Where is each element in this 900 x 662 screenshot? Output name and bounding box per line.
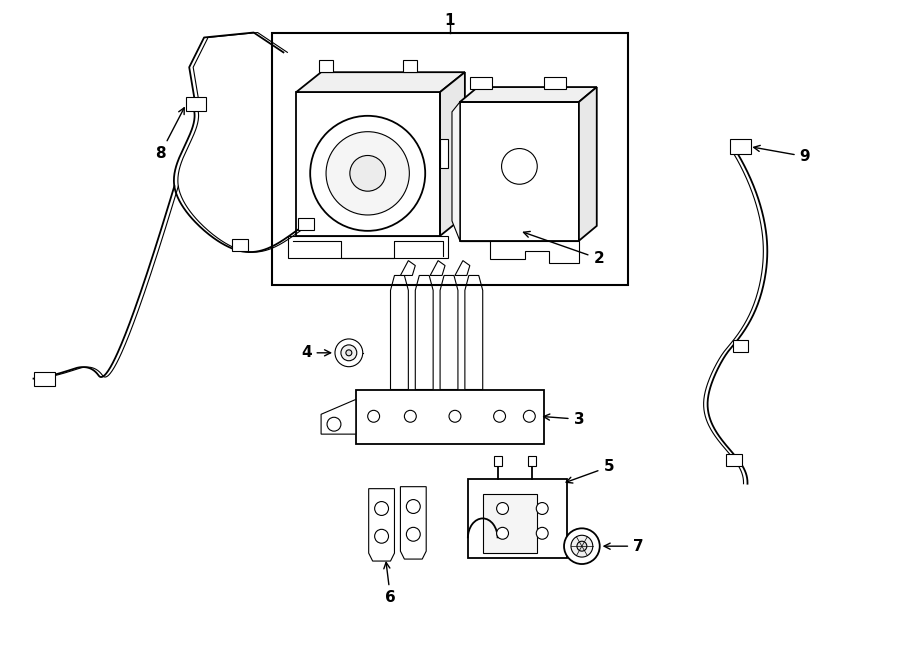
Circle shape bbox=[374, 502, 389, 516]
Polygon shape bbox=[440, 138, 448, 168]
Circle shape bbox=[536, 502, 548, 514]
Text: 7: 7 bbox=[604, 539, 644, 553]
Circle shape bbox=[310, 116, 425, 231]
Circle shape bbox=[407, 528, 420, 542]
Text: 1: 1 bbox=[445, 13, 455, 28]
Circle shape bbox=[497, 528, 508, 540]
Circle shape bbox=[493, 410, 506, 422]
Bar bbox=[320, 60, 333, 72]
Circle shape bbox=[449, 410, 461, 422]
Circle shape bbox=[404, 410, 417, 422]
Bar bbox=[470, 77, 491, 89]
Polygon shape bbox=[579, 87, 597, 241]
Polygon shape bbox=[440, 72, 465, 236]
Polygon shape bbox=[465, 275, 482, 389]
Bar bbox=[186, 97, 206, 111]
Text: 6: 6 bbox=[383, 563, 396, 605]
Circle shape bbox=[564, 528, 599, 564]
Polygon shape bbox=[391, 275, 409, 389]
Bar bbox=[298, 218, 314, 230]
Polygon shape bbox=[400, 261, 415, 275]
Polygon shape bbox=[460, 87, 597, 102]
Bar bbox=[356, 389, 544, 444]
Bar bbox=[733, 340, 749, 352]
Circle shape bbox=[335, 339, 363, 367]
Polygon shape bbox=[400, 487, 427, 559]
Bar bbox=[725, 454, 742, 466]
Bar bbox=[544, 77, 566, 89]
Bar bbox=[33, 371, 55, 385]
Bar bbox=[232, 239, 248, 251]
Bar bbox=[272, 32, 628, 285]
Circle shape bbox=[350, 156, 385, 191]
Polygon shape bbox=[460, 241, 579, 263]
Circle shape bbox=[536, 528, 548, 540]
Circle shape bbox=[501, 148, 537, 184]
Polygon shape bbox=[440, 275, 458, 389]
Text: 5: 5 bbox=[566, 459, 614, 483]
Circle shape bbox=[407, 500, 420, 514]
Circle shape bbox=[374, 530, 389, 544]
Text: 2: 2 bbox=[524, 232, 604, 266]
Bar bbox=[460, 102, 579, 241]
Circle shape bbox=[571, 536, 593, 557]
Circle shape bbox=[327, 417, 341, 431]
Polygon shape bbox=[369, 489, 394, 561]
Circle shape bbox=[326, 132, 410, 215]
Polygon shape bbox=[430, 261, 445, 275]
Bar bbox=[493, 456, 501, 466]
Text: 8: 8 bbox=[155, 108, 184, 161]
Bar bbox=[468, 479, 567, 558]
Text: 4: 4 bbox=[301, 346, 330, 360]
Text: 3: 3 bbox=[544, 412, 584, 427]
Bar bbox=[403, 60, 418, 72]
Bar bbox=[296, 92, 440, 236]
Polygon shape bbox=[296, 72, 465, 92]
Polygon shape bbox=[455, 261, 470, 275]
Circle shape bbox=[524, 410, 536, 422]
Polygon shape bbox=[452, 102, 460, 241]
Circle shape bbox=[341, 345, 356, 361]
Polygon shape bbox=[321, 399, 356, 434]
Circle shape bbox=[497, 502, 508, 514]
Circle shape bbox=[346, 350, 352, 355]
Polygon shape bbox=[482, 494, 537, 553]
Bar bbox=[730, 138, 752, 154]
Bar bbox=[528, 456, 536, 466]
Circle shape bbox=[577, 542, 587, 551]
Polygon shape bbox=[415, 275, 433, 389]
Bar bbox=[288, 236, 448, 258]
Text: 9: 9 bbox=[753, 146, 810, 164]
Circle shape bbox=[368, 410, 380, 422]
